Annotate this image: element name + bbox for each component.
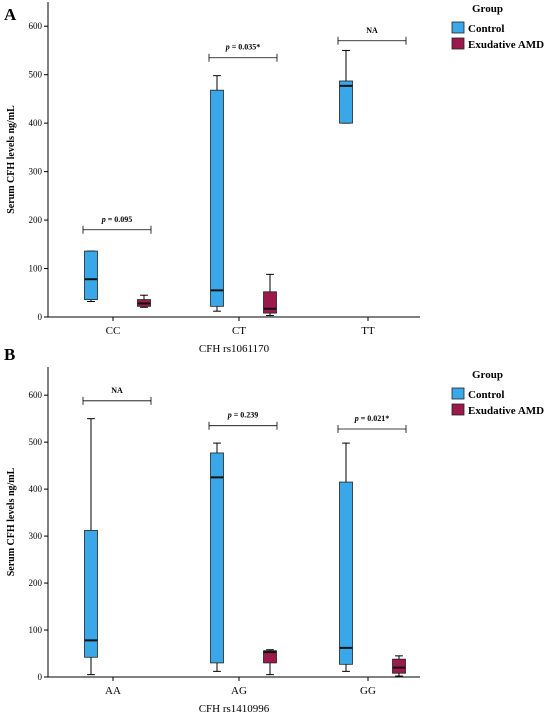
p-value-label: p = 0.239 [227, 411, 259, 420]
legend-swatch [451, 387, 465, 400]
p-value-text: NA [111, 386, 123, 395]
y-tick-label: 400 [29, 484, 43, 494]
y-tick-label: 300 [29, 531, 43, 541]
y-tick-label: 0 [38, 312, 43, 322]
box-body [392, 658, 406, 674]
y-tick-label: 200 [29, 578, 43, 588]
box-body [263, 291, 277, 314]
p-value-text: NA [366, 26, 378, 35]
y-axis-label: Serum CFH levels ng/mL [6, 105, 17, 214]
legend-title: Group [472, 369, 503, 381]
x-axis-label: CFH rs1061170 [199, 343, 270, 355]
y-tick-label: 500 [29, 437, 43, 447]
x-axis-label: CFH rs1410996 [199, 703, 270, 715]
y-tick-label: 400 [29, 118, 43, 128]
p-value-label: NA [366, 26, 378, 35]
x-tick-label: CT [232, 325, 246, 337]
p-value-text: = 0.239 [234, 411, 259, 420]
y-tick-label: 0 [38, 672, 43, 682]
box-body [84, 530, 98, 658]
x-tick-label: AG [231, 685, 247, 697]
box-body [263, 650, 277, 664]
box-body [339, 481, 353, 665]
p-symbol: p [101, 215, 108, 224]
legend-swatch [451, 21, 465, 34]
y-tick-label: 600 [29, 390, 43, 400]
box-body [339, 80, 353, 124]
box-body [210, 89, 224, 307]
y-tick-label: 200 [29, 215, 43, 225]
box-body [210, 452, 224, 664]
x-tick-label: GG [360, 685, 376, 697]
x-tick-label: AA [105, 685, 121, 697]
p-symbol: p [354, 414, 361, 423]
legend-entry-label: Control [468, 23, 504, 35]
y-tick-label: 500 [29, 70, 43, 80]
legend-entry-label: Exudative AMD [468, 39, 544, 51]
p-value-text: = 0.095 [108, 215, 133, 224]
p-value-text: = 0.035* [232, 43, 261, 52]
box-body [84, 250, 98, 300]
p-symbol: p [227, 411, 234, 420]
legend-swatch [451, 403, 465, 416]
legend-entry-label: Exudative AMD [468, 405, 544, 417]
y-tick-label: 100 [29, 264, 43, 274]
legend-title: Group [472, 3, 503, 15]
p-value-label: p = 0.095 [101, 215, 133, 224]
legend-entry-label: Control [468, 389, 504, 401]
y-axis-label: Serum CFH levels ng/mL [6, 467, 17, 576]
p-value-label: p = 0.021* [354, 414, 390, 423]
y-tick-label: 600 [29, 21, 43, 31]
panel-letter: A [4, 5, 17, 24]
legend-swatch [451, 37, 465, 50]
p-value-label: NA [111, 386, 123, 395]
y-tick-label: 100 [29, 625, 43, 635]
p-value-label: p = 0.035* [225, 43, 261, 52]
y-tick-label: 300 [29, 167, 43, 177]
x-tick-label: TT [361, 325, 375, 337]
p-value-text: = 0.021* [361, 414, 390, 423]
x-tick-label: CC [106, 325, 121, 337]
panel-letter: B [4, 345, 15, 364]
p-symbol: p [225, 43, 232, 52]
